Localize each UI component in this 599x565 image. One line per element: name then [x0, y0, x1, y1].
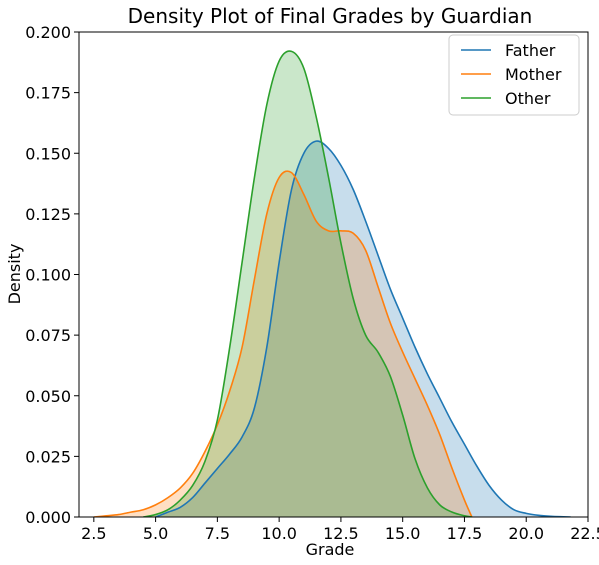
x-tick-label: 10.0: [261, 524, 297, 543]
x-tick-label: 22.5: [570, 524, 599, 543]
density-line-father: [155, 140, 571, 517]
y-tick-label: 0.000: [25, 508, 71, 527]
y-tick-label: 0.100: [25, 266, 71, 285]
legend-label-other: Other: [505, 89, 551, 108]
y-tick-label: 0.175: [25, 84, 71, 103]
legend-box: [448, 34, 580, 116]
legend: Father Mother Other: [448, 34, 580, 116]
density-line-other: [143, 50, 472, 517]
legend-label-mother: Mother: [505, 65, 562, 84]
x-tick-label: 15.0: [385, 524, 421, 543]
density-line-mother: [93, 170, 473, 517]
y-tick-label: 0.050: [25, 387, 71, 406]
axes: 2.5 5.0 7.5 10.0 12.5 15.0 17.5 20.0 22.5 0.000 0.…: [25, 23, 599, 543]
x-tick-label: 7.5: [205, 524, 230, 543]
x-tick-label: 20.0: [508, 524, 544, 543]
chart-title: Density Plot of Final Grades by Guardian: [128, 4, 533, 28]
x-tick-label: 12.5: [323, 524, 359, 543]
plot-area: [93, 50, 571, 517]
density-fill-mother: [93, 171, 472, 517]
x-tick-label: 17.5: [447, 524, 483, 543]
y-tick-label: 0.125: [25, 205, 71, 224]
y-tick-label: 0.075: [25, 326, 71, 345]
y-tick-label: 0.025: [25, 447, 71, 466]
y-tick-label: 0.200: [25, 23, 71, 42]
y-axis-label: Density: [5, 244, 24, 305]
legend-label-father: Father: [505, 41, 556, 60]
x-tick-label: 2.5: [81, 524, 106, 543]
y-tick-label: 0.150: [25, 144, 71, 163]
x-tick-label: 5.0: [143, 524, 168, 543]
x-axis-label: Grade: [306, 540, 355, 559]
density-fill-other: [143, 51, 472, 517]
